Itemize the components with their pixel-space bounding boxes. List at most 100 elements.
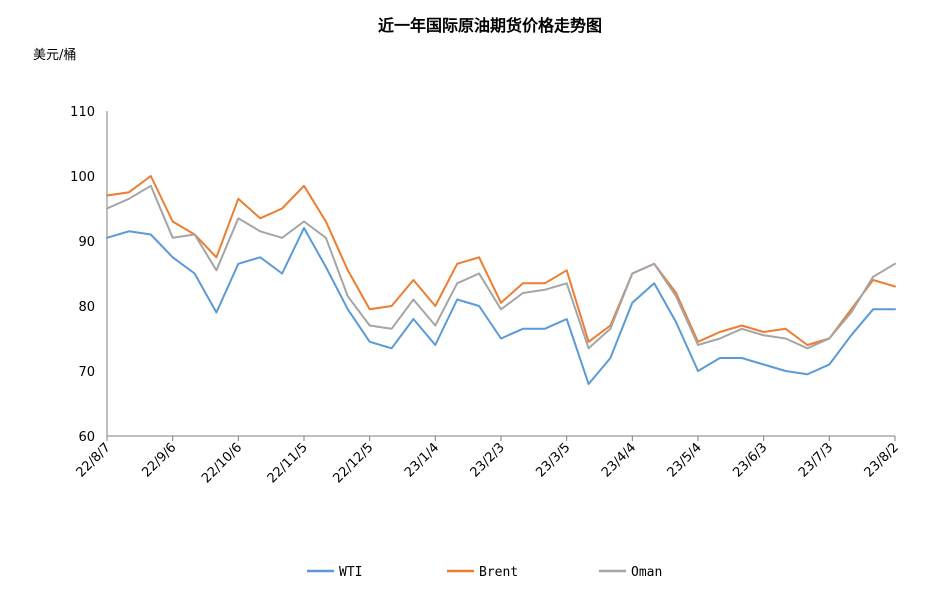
data-point-oman	[434, 324, 437, 327]
data-point-brent	[675, 292, 677, 294]
data-point-wti	[806, 373, 809, 376]
data-point-wti	[522, 328, 524, 330]
data-point-oman	[828, 337, 831, 340]
data-point-oman	[478, 272, 480, 275]
y-tick-label: 100	[70, 170, 95, 185]
data-point-wti	[828, 363, 831, 366]
data-point-wti	[347, 308, 349, 311]
y-axis: 60 70 80 90 100 110	[70, 105, 108, 445]
x-tick-label: 23/7/3	[796, 440, 836, 480]
y-tick-label: 110	[70, 105, 95, 120]
data-point-wti	[719, 357, 721, 359]
data-point-oman	[653, 263, 655, 265]
x-tick-label: 23/5/4	[665, 440, 705, 480]
x-tick-label: 22/8/7	[74, 440, 114, 480]
data-point-brent	[368, 308, 371, 311]
x-tick-label: 23/4/4	[599, 440, 639, 480]
data-point-wti	[565, 318, 568, 320]
data-point-brent	[522, 282, 524, 285]
data-point-oman	[500, 308, 502, 311]
y-tick-label: 80	[78, 300, 95, 315]
x-tick-label: 22/9/6	[139, 440, 179, 480]
data-point-oman	[193, 233, 196, 236]
data-point-wti	[303, 227, 305, 229]
data-point-oman	[850, 311, 852, 314]
data-point-oman	[171, 237, 174, 239]
data-point-brent	[478, 256, 480, 259]
data-point-wti	[412, 318, 415, 320]
data-point-brent	[872, 279, 874, 281]
data-point-wti	[281, 272, 283, 275]
x-tick-label: 23/3/5	[533, 440, 573, 480]
data-point-wti	[631, 302, 634, 304]
data-point-wti	[741, 357, 743, 359]
y-tick-label: 90	[78, 235, 95, 250]
data-point-brent	[544, 282, 546, 285]
data-point-oman	[215, 269, 218, 272]
data-point-brent	[106, 194, 108, 197]
legend-label-oman: Oman	[631, 565, 662, 580]
series-line-oman	[106, 184, 896, 350]
data-point-brent	[171, 220, 174, 223]
legend-label-brent: Brent	[479, 565, 518, 580]
data-point-wti	[500, 337, 502, 340]
y-axis-unit-label: 美元/桶	[33, 48, 76, 63]
data-point-oman	[368, 324, 371, 327]
data-point-brent	[128, 191, 130, 194]
data-point-brent	[237, 198, 240, 200]
data-point-brent	[259, 217, 262, 220]
data-point-brent	[215, 256, 218, 259]
x-tick-label: 22/10/6	[199, 440, 245, 486]
data-point-oman	[259, 230, 262, 233]
data-point-wti	[368, 341, 371, 343]
data-point-oman	[544, 289, 546, 291]
data-point-brent	[741, 324, 743, 327]
data-point-oman	[784, 337, 787, 340]
data-point-brent	[565, 269, 568, 272]
data-point-oman	[303, 220, 305, 223]
data-point-brent	[784, 328, 787, 330]
data-point-oman	[412, 298, 415, 301]
data-point-oman	[128, 198, 130, 200]
y-tick-label: 60	[78, 430, 95, 445]
data-point-wti	[587, 383, 590, 385]
x-tick-label: 23/1/4	[402, 440, 442, 480]
x-tick-label: 23/6/3	[730, 440, 770, 480]
data-point-oman	[806, 347, 809, 350]
data-point-oman	[347, 295, 349, 298]
legend: WTI Brent Oman	[307, 565, 662, 580]
data-point-oman	[587, 347, 590, 350]
data-point-oman	[456, 282, 459, 285]
data-point-brent	[150, 175, 152, 177]
data-point-brent	[806, 344, 809, 346]
data-point-oman	[565, 282, 568, 285]
data-point-wti	[390, 347, 393, 350]
series-lines	[106, 175, 896, 385]
data-point-wti	[478, 305, 480, 307]
data-point-wti	[762, 363, 765, 366]
data-point-oman	[894, 263, 896, 265]
data-point-brent	[587, 341, 590, 343]
data-point-oman	[631, 272, 634, 275]
data-point-oman	[762, 334, 765, 337]
x-axis: 22/8/7 22/9/6 22/10/6 22/11/5 22/12/5 23/1/4 2…	[74, 435, 902, 486]
data-point-oman	[281, 237, 283, 239]
data-point-wti	[171, 256, 174, 259]
data-point-wti	[259, 256, 262, 259]
data-point-brent	[325, 220, 327, 223]
x-tick-label: 23/8/2	[862, 440, 902, 480]
data-point-brent	[456, 263, 459, 265]
data-point-brent	[412, 279, 415, 281]
data-point-oman	[872, 276, 874, 278]
data-point-brent	[347, 269, 349, 272]
data-point-brent	[500, 302, 502, 304]
data-point-oman	[522, 292, 524, 294]
data-point-oman	[697, 344, 699, 346]
data-point-brent	[894, 285, 896, 288]
data-point-brent	[850, 308, 852, 311]
data-point-oman	[150, 185, 152, 187]
data-point-wti	[237, 263, 240, 265]
data-point-oman	[675, 295, 677, 298]
data-point-wti	[544, 328, 546, 330]
